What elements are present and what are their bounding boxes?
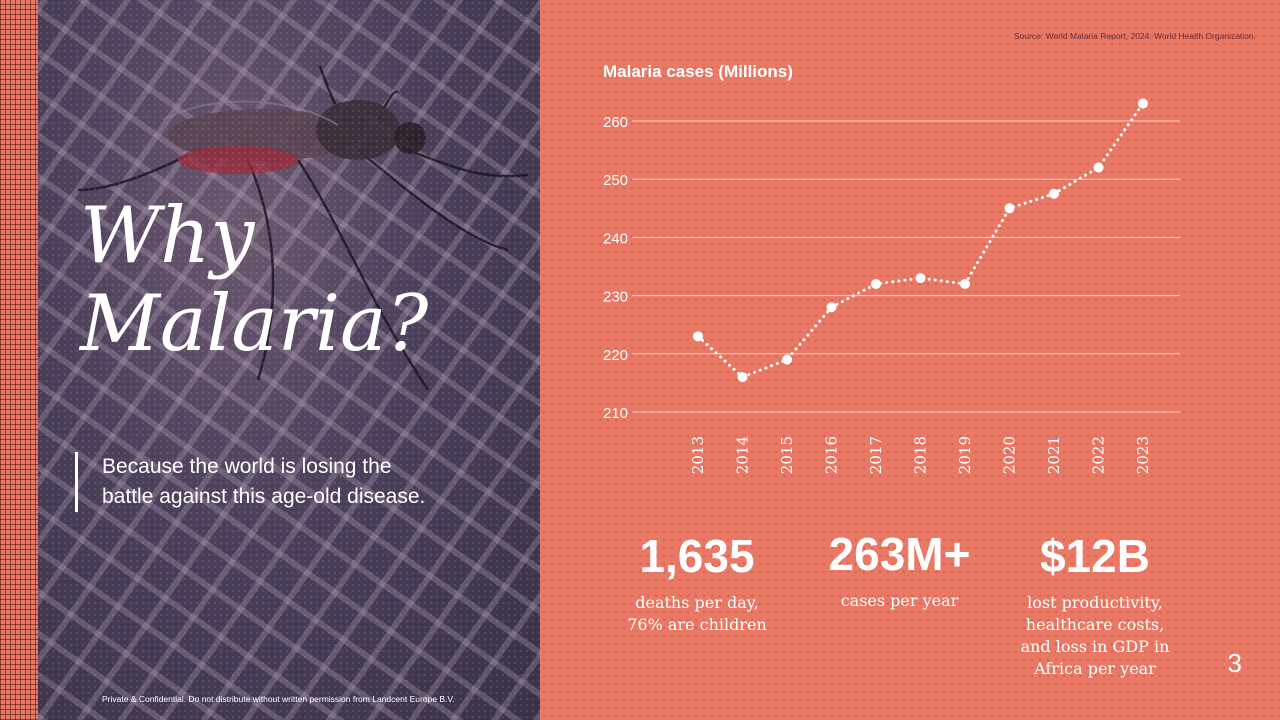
x-tick-label: 2022 (1090, 436, 1108, 474)
chart-panel: Source: World Malaria Report, 2024. Worl… (540, 0, 1280, 720)
y-tick-label: 240 (603, 230, 628, 247)
slide-title: Why Malaria? (80, 192, 500, 368)
stat-label-line: cases per year (840, 591, 959, 610)
x-tick-label: 2023 (1134, 436, 1152, 474)
x-tick-label: 2018 (912, 436, 930, 474)
data-point (782, 354, 792, 365)
data-point (960, 278, 970, 289)
stat-label-line: deaths per day, (635, 593, 759, 612)
stat-deaths: 1,635 deaths per day, 76% are children (602, 530, 792, 636)
title-line-2: Malaria? (80, 279, 429, 369)
x-tick-label: 2020 (1001, 436, 1019, 474)
y-tick-label: 220 (603, 347, 628, 364)
data-point (1093, 162, 1104, 173)
stat-label-line: healthcare costs, (1025, 615, 1165, 634)
stat-label: cases per year (802, 590, 997, 612)
dot-texture (38, 0, 540, 720)
x-tick-label: 2015 (778, 436, 796, 474)
x-tick-label: 2016 (823, 436, 841, 474)
data-point (693, 331, 703, 342)
data-point (826, 302, 837, 313)
stat-label: deaths per day, 76% are children (602, 592, 792, 636)
chart-title: Malaria cases (Millions) (603, 62, 793, 81)
data-point (1138, 98, 1148, 109)
series-line (696, 102, 1145, 379)
stat-cases: 263M+ cases per year (802, 528, 997, 612)
data-point (915, 273, 926, 284)
subtitle-block: Because the world is losing the battle a… (75, 452, 432, 512)
subtitle: Because the world is losing the battle a… (102, 455, 426, 508)
data-point (1049, 188, 1059, 199)
stat-label-line: 76% are children (627, 615, 767, 634)
malaria-cases-chart: 210 220 230 240 250 260 2013 2014 2015 2016 2017 20… (603, 98, 1180, 474)
y-tick-label: 210 (603, 405, 628, 422)
x-tick-label: 2017 (867, 436, 885, 474)
y-tick-label: 250 (603, 172, 628, 189)
x-tick-label: 2021 (1045, 436, 1063, 474)
data-point (871, 278, 881, 289)
x-tick-label: 2019 (956, 436, 974, 474)
data-point (737, 372, 748, 383)
confidential-note: Private & Confidential. Do not distribut… (102, 694, 455, 704)
stat-label-line: Africa per year (1034, 659, 1156, 678)
data-point (1004, 203, 1015, 214)
y-tick-label: 260 (603, 114, 628, 131)
y-tick-label: 230 (603, 289, 628, 306)
stat-label: lost productivity, healthcare costs, and l… (1000, 592, 1190, 680)
stat-value: $12B (1040, 530, 1150, 582)
stat-label-line: lost productivity, (1027, 593, 1163, 612)
x-tick-label: 2013 (689, 436, 707, 474)
stat-cost: $12B lost productivity, healthcare costs,… (1000, 530, 1190, 680)
x-tick-label: 2014 (734, 436, 752, 474)
mosquito-illustration (77, 65, 529, 391)
source-note: Source: World Malaria Report, 2024. Worl… (1013, 31, 1256, 41)
stat-value: 1,635 (639, 530, 755, 582)
title-line-1: Why (80, 191, 255, 281)
page-number: 3 (1227, 648, 1242, 678)
mosquito-photo (38, 0, 540, 720)
stat-label-line: and loss in GDP in (1020, 637, 1170, 656)
left-grid-strip (0, 0, 38, 720)
stat-value: 263M+ (828, 528, 971, 580)
